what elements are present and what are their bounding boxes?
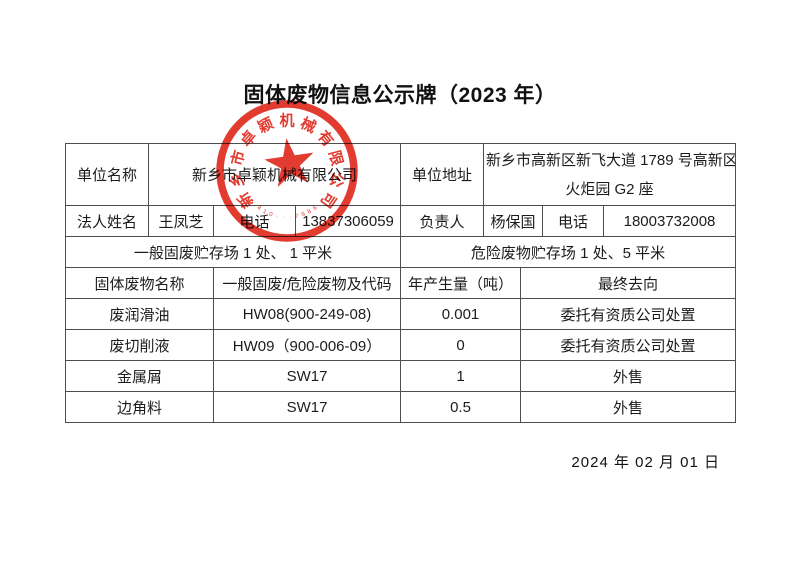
table-row-company: 单位名称 新乡市卓颖机械有限公司 单位地址 新乡市高新区新飞大道 1789 号高… bbox=[65, 143, 737, 206]
value-phone-1: 13837306059 bbox=[295, 205, 401, 237]
table-row-storage: 一般固废贮存场 1 处、 1 平米 危险废物贮存场 1 处、5 平米 bbox=[65, 236, 737, 268]
waste-destination: 外售 bbox=[519, 391, 737, 423]
table-row-contacts: 法人姓名 王凤芝 电话 13837306059 负责人 杨保国 电话 18003… bbox=[65, 205, 737, 237]
waste-amount: 1 bbox=[400, 360, 521, 392]
table-row: 废润滑油 HW08(900-249-08) 0.001 委托有资质公司处置 bbox=[65, 298, 737, 330]
table-row: 废切削液 HW09（900-006-09） 0 委托有资质公司处置 bbox=[65, 329, 737, 361]
label-phone-2: 电话 bbox=[542, 205, 604, 237]
header-waste-code: 一般固废/危险废物及代码 bbox=[213, 267, 401, 299]
waste-amount: 0.5 bbox=[400, 391, 521, 423]
value-unit-name: 新乡市卓颖机械有限公司 bbox=[148, 143, 401, 206]
table-row: 金属屑 SW17 1 外售 bbox=[65, 360, 737, 392]
svg-text:械: 械 bbox=[298, 114, 319, 137]
address-line-1: 新乡市高新区新飞大道 1789 号高新区 bbox=[486, 151, 736, 169]
waste-code: HW09（900-006-09） bbox=[213, 329, 401, 361]
storage-general: 一般固废贮存场 1 处、 1 平米 bbox=[65, 236, 401, 268]
waste-name: 金属屑 bbox=[65, 360, 214, 392]
label-legal-name: 法人姓名 bbox=[65, 205, 149, 237]
waste-destination: 外售 bbox=[519, 360, 737, 392]
label-phone-1: 电话 bbox=[213, 205, 296, 237]
publish-date: 2024 年 02 月 01 日 bbox=[571, 454, 720, 471]
waste-destination: 委托有资质公司处置 bbox=[519, 329, 737, 361]
label-unit-name: 单位名称 bbox=[65, 143, 149, 206]
value-phone-2: 18003732008 bbox=[602, 205, 737, 237]
label-unit-address: 单位地址 bbox=[400, 143, 484, 206]
waste-name: 废切削液 bbox=[65, 329, 214, 361]
address-line-2: 火炬园 G2 座 bbox=[565, 180, 654, 198]
storage-hazardous: 危险废物贮存场 1 处、5 平米 bbox=[399, 236, 737, 268]
waste-destination: 委托有资质公司处置 bbox=[519, 298, 737, 330]
value-legal-name: 王凤芝 bbox=[148, 205, 214, 237]
value-unit-address: 新乡市高新区新飞大道 1789 号高新区 火炬园 G2 座 bbox=[482, 143, 737, 206]
header-final-destination: 最终去向 bbox=[519, 267, 737, 299]
waste-name: 废润滑油 bbox=[65, 298, 214, 330]
svg-text:颖: 颖 bbox=[255, 114, 276, 137]
waste-info-table: 单位名称 新乡市卓颖机械有限公司 单位地址 新乡市高新区新飞大道 1789 号高… bbox=[65, 143, 737, 423]
value-manager: 杨保国 bbox=[483, 205, 543, 237]
waste-amount: 0 bbox=[400, 329, 521, 361]
waste-name: 边角料 bbox=[65, 391, 214, 423]
table-row: 边角料 SW17 0.5 外售 bbox=[65, 391, 737, 423]
waste-amount: 0.001 bbox=[400, 298, 521, 330]
header-waste-name: 固体废物名称 bbox=[65, 267, 214, 299]
label-manager: 负责人 bbox=[400, 205, 484, 237]
table-header-row: 固体废物名称 一般固废/危险废物及代码 年产生量（吨） 最终去向 bbox=[65, 267, 737, 299]
waste-code: SW17 bbox=[213, 391, 401, 423]
header-annual-output: 年产生量（吨） bbox=[400, 267, 521, 299]
svg-text:机: 机 bbox=[279, 112, 294, 130]
waste-code: HW08(900-249-08) bbox=[213, 298, 401, 330]
page-title: 固体废物信息公示牌（2023 年） bbox=[243, 84, 557, 107]
waste-code: SW17 bbox=[213, 360, 401, 392]
